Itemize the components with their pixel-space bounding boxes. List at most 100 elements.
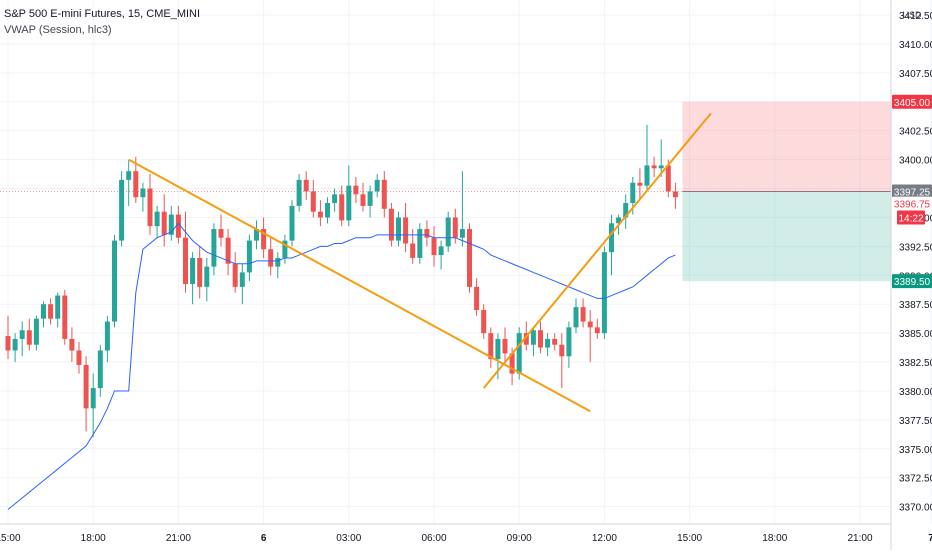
candle-body (140, 188, 146, 198)
candle-body (48, 304, 54, 319)
candle-body (388, 208, 394, 241)
entry-price-tag-text: 3397.25 (894, 187, 931, 198)
y-tick-label: 3385.00 (899, 329, 932, 340)
candle-body (353, 185, 359, 195)
candle-body (104, 321, 110, 351)
candle-body (225, 237, 231, 264)
currency-label: USD (902, 10, 922, 20)
candle-body (616, 217, 622, 224)
x-tick-label: 12:00 (592, 533, 617, 544)
chart-title: S&P 500 E-mini Futures, 15, CME_MINI (4, 8, 201, 20)
candle-body (495, 338, 501, 360)
candle-body (609, 223, 614, 253)
candle-body (154, 211, 160, 227)
x-tick-label: 21:00 (847, 533, 872, 544)
candle-body (665, 165, 671, 192)
y-tick-label: 3407.50 (899, 69, 932, 80)
candle-body (644, 165, 650, 186)
stop-loss-zone[interactable] (682, 101, 892, 192)
candle-body (459, 229, 465, 238)
y-tick-label: 3370.00 (899, 503, 932, 514)
y-tick-label: 3377.50 (899, 416, 932, 427)
candle-body (488, 333, 494, 360)
candle-body (502, 338, 508, 354)
candle-body (190, 257, 196, 284)
candle-body (289, 205, 295, 241)
x-tick-label: 03:00 (336, 533, 361, 544)
y-tick-label: 3402.50 (899, 127, 932, 138)
candle-body (261, 229, 267, 250)
candle-body (630, 182, 636, 204)
candle-body (573, 307, 579, 328)
candle-layer (5, 124, 678, 438)
y-tick-label: 3372.50 (899, 474, 932, 485)
candle-body (467, 229, 472, 287)
y-tick-label: 3410.00 (899, 40, 932, 51)
candle-body (133, 171, 139, 198)
candle-body (672, 191, 678, 198)
candle-body (566, 327, 572, 357)
candle-body (474, 286, 480, 311)
y-tick-label: 3412.50 (899, 11, 932, 22)
candle-body (254, 229, 259, 241)
candle-body (523, 333, 529, 345)
candle-body (530, 330, 536, 345)
countdown-tag (897, 210, 925, 225)
candle-body (69, 338, 75, 351)
y-tick-label: 3392.50 (899, 242, 932, 253)
candle-body (452, 217, 458, 238)
take-profit-zone[interactable] (682, 191, 892, 282)
candle-body (346, 185, 352, 221)
stop-price-tag-text: 3405.00 (894, 98, 931, 109)
candle-body (33, 318, 39, 345)
candle-body (175, 214, 181, 238)
candle-body (90, 388, 96, 409)
candle-body (594, 327, 600, 334)
candle-body (12, 338, 18, 351)
candle-body (410, 243, 416, 258)
candle-body (76, 350, 82, 365)
candle-body (282, 240, 288, 258)
x-tick-label: 6 (261, 533, 267, 544)
y-tick-label: 3375.00 (899, 445, 932, 456)
x-tick-label: 18:00 (81, 533, 106, 544)
candle-body (97, 350, 103, 389)
candle-body (119, 179, 125, 241)
candle-body (26, 330, 32, 345)
candle-body (396, 217, 401, 241)
x-tick-label: 18:00 (762, 533, 787, 544)
last-price-tag-text: 3396.75 (894, 200, 931, 211)
zones-layer (0, 101, 892, 282)
candle-body (211, 229, 217, 267)
legend: S&P 500 E-mini Futures, 15, CME_MINI VWA… (4, 6, 200, 38)
indicator-label: VWAP (Session, hlc3) (4, 24, 112, 36)
candle-body (658, 165, 664, 169)
candle-body (623, 203, 629, 218)
candle-body (601, 252, 607, 334)
candle-body (587, 321, 593, 328)
trend-layer[interactable] (128, 112, 712, 413)
candle-body (147, 188, 153, 227)
candle-body (445, 217, 451, 247)
x-tick-label: 06:00 (421, 533, 446, 544)
candle-body (381, 179, 387, 209)
candle-body (431, 237, 437, 256)
candle-body (424, 229, 430, 238)
candle-body (19, 330, 25, 339)
x-tick-label: 09:00 (507, 533, 532, 544)
candle-body (204, 266, 210, 287)
candle-body (112, 240, 117, 322)
candle-body (83, 364, 89, 409)
vwap-line (7, 222, 676, 510)
trendline[interactable] (128, 158, 591, 413)
candle-body (183, 237, 188, 284)
y-tick-label: 3380.00 (899, 387, 932, 398)
candle-body (339, 194, 345, 221)
candle-body (559, 344, 565, 357)
candle-body (41, 304, 46, 319)
trendline[interactable] (482, 112, 712, 389)
candle-body (232, 263, 238, 287)
candle-body (637, 182, 643, 186)
